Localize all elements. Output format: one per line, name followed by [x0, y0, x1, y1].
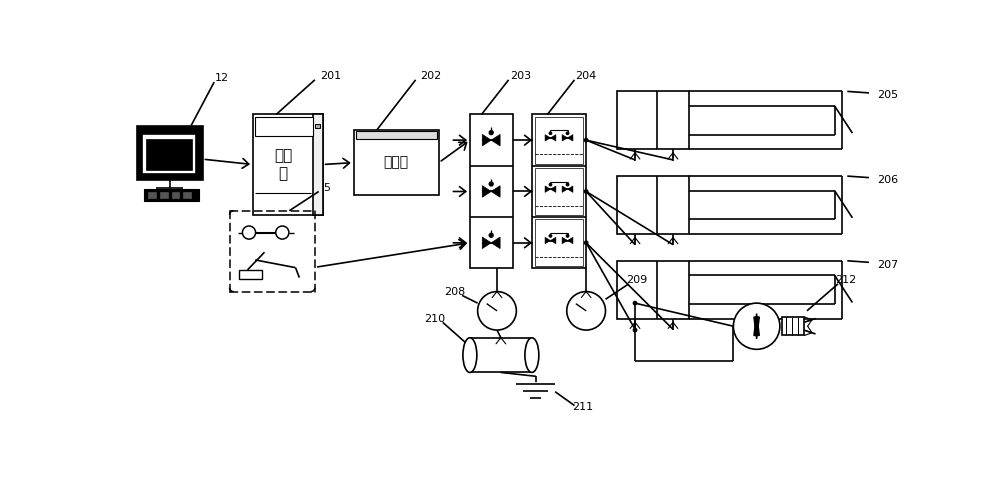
Circle shape	[549, 132, 552, 134]
Text: 12: 12	[215, 72, 229, 83]
Circle shape	[633, 302, 637, 305]
Circle shape	[566, 132, 569, 134]
Circle shape	[566, 184, 569, 186]
Text: 208: 208	[444, 286, 465, 297]
Bar	[160, 192, 168, 198]
Polygon shape	[568, 135, 573, 141]
Bar	[356, 131, 437, 139]
Polygon shape	[491, 185, 500, 197]
Text: 201: 201	[320, 71, 341, 81]
Polygon shape	[754, 317, 759, 339]
Polygon shape	[568, 186, 573, 192]
Circle shape	[566, 235, 569, 237]
Polygon shape	[550, 237, 556, 244]
Bar	[142, 134, 196, 174]
Bar	[617, 261, 689, 318]
Circle shape	[276, 226, 289, 239]
Bar	[535, 168, 583, 215]
Polygon shape	[482, 237, 491, 248]
Bar	[239, 270, 262, 279]
Text: 210: 210	[424, 313, 446, 324]
Circle shape	[584, 241, 588, 245]
Polygon shape	[482, 134, 491, 146]
Bar	[253, 115, 323, 215]
Text: 204: 204	[576, 71, 597, 81]
Circle shape	[549, 235, 552, 237]
Text: 上位
机: 上位 机	[274, 148, 292, 181]
Polygon shape	[482, 185, 491, 197]
Text: 206: 206	[877, 175, 898, 185]
Circle shape	[489, 182, 493, 186]
Bar	[315, 123, 320, 128]
Polygon shape	[562, 135, 568, 141]
Bar	[255, 117, 313, 136]
Bar	[617, 92, 689, 149]
Bar	[535, 117, 583, 163]
Bar	[470, 338, 532, 372]
Bar	[172, 192, 179, 198]
Bar	[144, 189, 199, 201]
Polygon shape	[562, 237, 568, 244]
Polygon shape	[550, 135, 556, 141]
Bar	[532, 115, 586, 269]
Text: 209: 209	[626, 275, 647, 285]
Polygon shape	[491, 134, 500, 146]
Polygon shape	[568, 237, 573, 244]
Circle shape	[567, 292, 606, 330]
Text: 控制器: 控制器	[384, 155, 409, 170]
Text: 211: 211	[572, 402, 593, 412]
Text: 205: 205	[877, 90, 898, 100]
Bar	[617, 176, 689, 234]
Circle shape	[549, 184, 552, 186]
Polygon shape	[545, 135, 550, 141]
Bar	[146, 139, 192, 170]
Polygon shape	[545, 237, 550, 244]
Ellipse shape	[463, 338, 477, 372]
Circle shape	[733, 303, 780, 349]
Circle shape	[478, 292, 516, 330]
Text: 203: 203	[510, 71, 531, 81]
Bar	[148, 192, 156, 198]
Circle shape	[489, 131, 493, 135]
Circle shape	[242, 226, 256, 239]
Circle shape	[584, 190, 588, 193]
Bar	[313, 115, 323, 215]
Polygon shape	[491, 237, 500, 248]
Bar	[137, 126, 202, 180]
Polygon shape	[545, 186, 550, 192]
Text: 207: 207	[877, 260, 898, 270]
Bar	[782, 317, 804, 336]
Text: 5: 5	[323, 183, 330, 193]
Polygon shape	[754, 313, 759, 336]
Text: 202: 202	[420, 71, 442, 81]
Circle shape	[633, 328, 637, 332]
Circle shape	[489, 233, 493, 237]
Bar	[354, 130, 439, 195]
Bar	[470, 115, 512, 269]
Circle shape	[584, 138, 588, 142]
Bar	[535, 219, 583, 266]
Polygon shape	[562, 186, 568, 192]
Text: 212: 212	[835, 275, 856, 285]
Ellipse shape	[525, 338, 539, 372]
Bar	[183, 192, 191, 198]
Polygon shape	[550, 186, 556, 192]
